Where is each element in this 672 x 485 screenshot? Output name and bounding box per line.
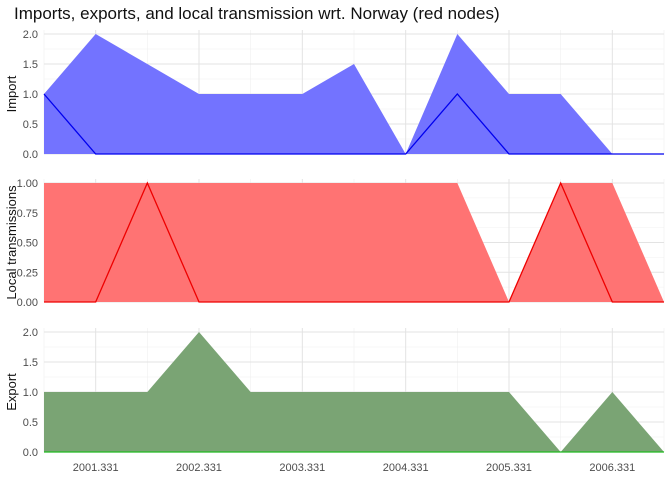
y-tick-label: 1.0 <box>23 89 38 101</box>
y-axis-label: Import <box>4 75 19 112</box>
y-tick-label: 2.0 <box>23 29 38 41</box>
y-tick-label: 1.0 <box>23 387 38 399</box>
y-tick-label: 0.0 <box>23 447 38 459</box>
x-tick-label: 2006.331 <box>589 462 635 474</box>
y-tick-label: 1.5 <box>23 59 38 71</box>
x-tick-label: 2001.331 <box>73 462 119 474</box>
y-tick-label: 2.0 <box>23 327 38 339</box>
line-import <box>43 93 664 155</box>
area-export <box>44 332 664 452</box>
y-tick-label: 0.00 <box>17 297 38 309</box>
y-tick-label: 0.0 <box>23 149 38 161</box>
chart-title: Imports, exports, and local transmission… <box>14 4 500 23</box>
x-tick-label: 2003.331 <box>279 462 325 474</box>
y-tick-label: 1.00 <box>17 178 38 190</box>
y-axis-label: Export <box>4 373 19 411</box>
y-tick-label: 0.50 <box>17 238 38 250</box>
line-local-transmissions <box>44 181 664 303</box>
y-tick-label: 0.5 <box>23 119 38 131</box>
y-tick-label: 0.75 <box>17 208 38 220</box>
y-tick-label: 0.5 <box>23 417 38 429</box>
area-local-transmissions <box>44 183 664 302</box>
y-tick-label: 0.25 <box>17 267 38 279</box>
x-tick-label: 2002.331 <box>176 462 222 474</box>
x-tick-label: 2005.331 <box>486 462 532 474</box>
area-import <box>44 34 664 154</box>
y-axis-label: Local transmissions <box>4 185 19 300</box>
y-tick-label: 1.5 <box>23 357 38 369</box>
x-tick-label: 2004.331 <box>383 462 429 474</box>
